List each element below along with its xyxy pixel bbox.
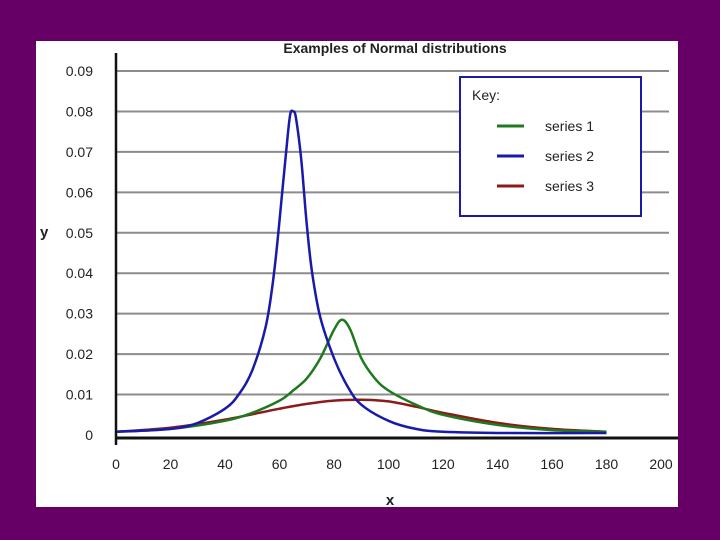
x-tick-labels: 0 20 40 60 80 100 120 140 160 180 200 (112, 456, 673, 472)
x-tick-label: 180 (595, 456, 619, 472)
x-tick-label: 20 (163, 456, 179, 472)
y-tick-label: 0.04 (66, 265, 93, 281)
series-line-1 (115, 318, 607, 434)
x-tick-label: 60 (272, 456, 288, 472)
x-tick-label: 40 (217, 456, 233, 472)
legend-label-3: series 3 (545, 178, 594, 194)
y-tick-label: 0.02 (66, 346, 93, 362)
y-tick-label: 0.05 (66, 225, 93, 241)
x-tick-label: 200 (649, 456, 673, 472)
legend-label-2: series 2 (545, 148, 594, 164)
y-tick-label: 0.08 (66, 103, 93, 119)
y-tick-label: 0.06 (66, 184, 93, 200)
chart-title: Examples of Normal distributions (283, 41, 506, 56)
x-tick-label: 140 (486, 456, 510, 472)
x-tick-label: 100 (377, 456, 401, 472)
legend-entries: series 1 series 2 series 3 (497, 118, 594, 194)
x-tick-label: 160 (540, 456, 564, 472)
legend-box (459, 76, 642, 217)
x-tick-label: 80 (326, 456, 342, 472)
series-lines (115, 109, 607, 435)
y-tick-label: 0.01 (66, 387, 93, 403)
y-tick-label: 0.07 (66, 144, 93, 160)
legend: Key: series 1 series 2 series 3 (459, 76, 642, 217)
grid-lines (116, 70, 669, 396)
x-tick-label: 120 (431, 456, 455, 472)
axes (114, 53, 678, 445)
y-tick-labels: 0 0.01 0.02 0.03 0.04 0.05 0.06 0.07 0.08 0.09 (66, 63, 93, 443)
y-axis-label: y (40, 224, 49, 241)
x-tick-label: 0 (112, 456, 120, 472)
legend-title: Key: (472, 87, 500, 103)
legend-label-1: series 1 (545, 118, 594, 134)
y-tick-label: 0.09 (66, 63, 93, 79)
normal-distributions-chart: Examples of Normal distributions 0 0.01 0.… (40, 41, 678, 507)
y-tick-label: 0 (85, 427, 93, 443)
chart-panel: Examples of Normal distributions 0 0.01 0.… (36, 41, 678, 507)
y-tick-label: 0.03 (66, 306, 93, 322)
x-axis-label: x (386, 492, 395, 507)
series-line-2 (115, 109, 607, 435)
